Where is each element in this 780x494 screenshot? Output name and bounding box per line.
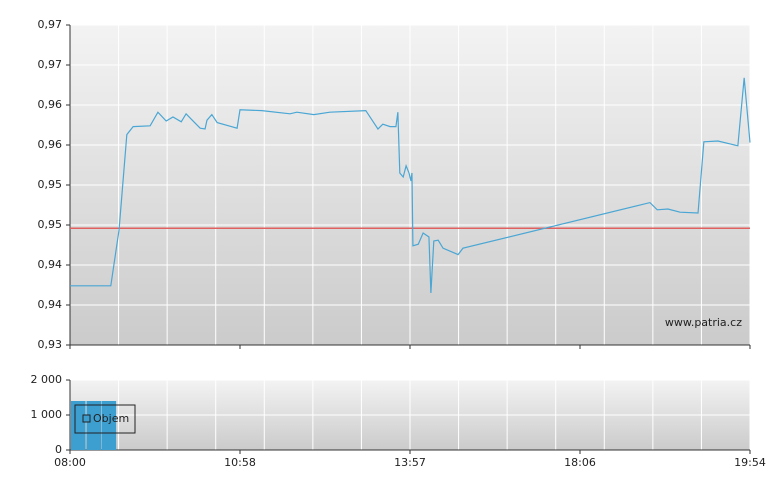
price-line [70, 77, 751, 294]
y-tick-label: 0,93 [38, 338, 63, 351]
y-tick-label: 0,94 [38, 298, 63, 311]
y-tick-label: 0,96 [38, 138, 63, 151]
legend-label: Objem [93, 412, 129, 425]
legend-box [74, 404, 136, 434]
y-tick-label: 0,97 [38, 58, 63, 71]
y-tick-label: 0,97 [38, 18, 63, 31]
legend-swatch [82, 414, 91, 423]
y-tick-label: 0,95 [38, 218, 63, 231]
y-tick-label: 0,96 [38, 98, 63, 111]
y-tick-label: 0 [55, 443, 62, 456]
x-tick-label: 10:58 [224, 456, 256, 469]
x-tick-label: 13:57 [394, 456, 426, 469]
y-tick-label: 0,95 [38, 178, 63, 191]
x-tick-label: 19:54 [734, 456, 766, 469]
x-tick-label: 08:00 [54, 456, 86, 469]
annotation: www.patria.cz [665, 316, 742, 329]
volume-bar [70, 401, 86, 450]
volume-bar [86, 401, 102, 450]
y-tick-label: 0,94 [38, 258, 63, 271]
x-tick-label: 18:06 [564, 456, 596, 469]
volume-bar [101, 401, 117, 450]
y-tick-label: 2 000 [31, 373, 63, 386]
y-tick-label: 1 000 [31, 408, 63, 421]
